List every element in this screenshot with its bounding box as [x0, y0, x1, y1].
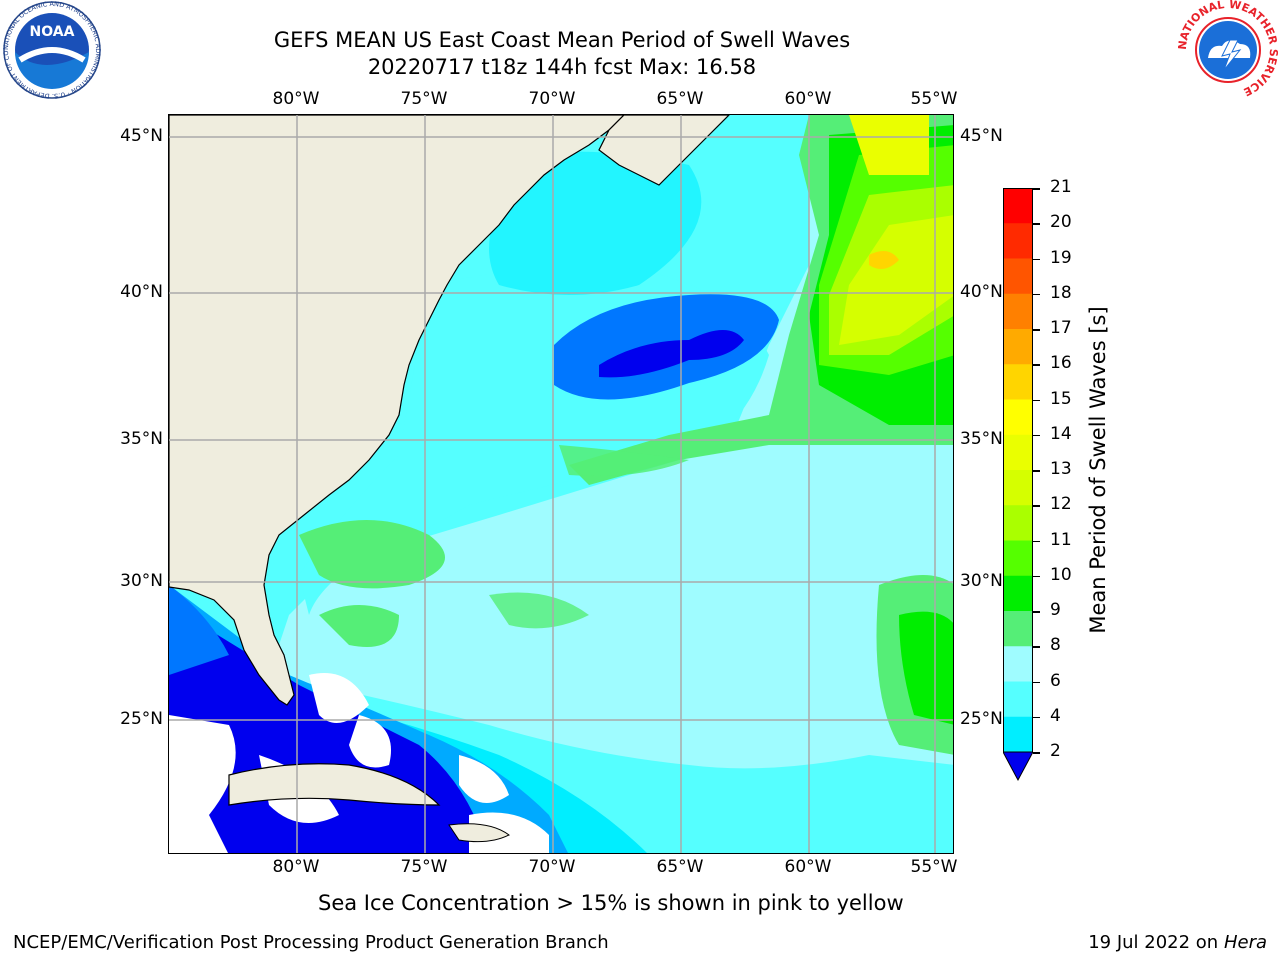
colorbar-segment	[1003, 258, 1033, 295]
colorbar-tick-mark	[1033, 646, 1040, 648]
lon-label-bottom: 75°W	[400, 857, 448, 877]
colorbar-tick-mark	[1033, 575, 1040, 578]
colorbar-extend-arrow	[1003, 751, 1033, 782]
colorbar-tick-mark	[1033, 540, 1040, 542]
colorbar-tick-label: 9	[1050, 600, 1061, 620]
lat-label-right: 30°N	[960, 571, 1003, 591]
colorbar-segment	[1003, 223, 1033, 259]
colorbar-segment	[1003, 646, 1033, 682]
colorbar-segment	[1003, 329, 1033, 365]
lon-label-top: 60°W	[784, 89, 832, 109]
colorbar-segment	[1003, 611, 1033, 647]
lon-label-bottom: 60°W	[784, 857, 832, 877]
swell-period-map	[168, 114, 954, 854]
colorbar-segment	[1003, 716, 1033, 753]
colorbar-tick-label: 17	[1050, 318, 1072, 338]
us-east-coast	[169, 115, 625, 706]
colorbar-segment	[1003, 434, 1033, 471]
lat-label-left: 40°N	[120, 282, 163, 302]
lon-label-top: 75°W	[400, 89, 448, 109]
colorbar-tick-mark	[1033, 505, 1040, 507]
lon-label-top: 65°W	[656, 89, 704, 109]
lat-label-left: 45°N	[120, 126, 163, 146]
lat-label-left: 35°N	[120, 429, 163, 449]
colorbar-tick-mark	[1033, 329, 1040, 331]
graticule	[169, 115, 953, 853]
colorbar-tick-mark	[1033, 258, 1040, 260]
colorbar-tick-label: 12	[1050, 494, 1072, 515]
colorbar	[1003, 188, 1033, 782]
colorbar-tick-mark	[1033, 223, 1040, 225]
sea-ice-note: Sea Ice Concentration > 15% is shown in …	[318, 891, 904, 915]
swell-14s	[849, 115, 929, 175]
nws-logo: NATIONAL WEATHER SERVICE	[1176, 0, 1280, 100]
lon-label-top: 70°W	[528, 89, 576, 109]
lon-label-bottom: 55°W	[910, 857, 958, 877]
colorbar-tick-label: 10	[1050, 564, 1072, 585]
colorbar-segment	[1003, 399, 1033, 436]
colorbar-tick-mark	[1033, 611, 1040, 613]
lon-label-top: 55°W	[910, 89, 958, 109]
lat-label-left: 25°N	[120, 709, 163, 729]
footer-date: 19 Jul 2022 on Hera	[1088, 932, 1267, 953]
cuba	[228, 763, 441, 806]
noaa-text: NOAA	[30, 24, 75, 40]
lat-label-right: 45°N	[960, 126, 1003, 146]
colorbar-tick-label: 14	[1050, 423, 1072, 444]
colorbar-segment	[1003, 540, 1033, 577]
colorbar-segment	[1003, 188, 1033, 224]
colorbar-tick-label: 20	[1050, 212, 1072, 233]
colorbar-tick-mark	[1033, 752, 1040, 754]
lon-label-top: 80°W	[272, 89, 320, 109]
colorbar-tick-label: 18	[1050, 282, 1072, 303]
lat-label-right: 35°N	[960, 429, 1003, 449]
lat-label-left: 30°N	[120, 571, 163, 591]
map-canvas	[169, 115, 953, 853]
colorbar-tick-label: 19	[1050, 247, 1072, 268]
lat-label-right: 25°N	[960, 709, 1003, 729]
footer-host: Hera	[1223, 932, 1267, 953]
colorbar-tick-mark	[1033, 716, 1040, 719]
colorbar-tick-mark	[1033, 364, 1040, 366]
colorbar-segment	[1003, 293, 1033, 330]
colorbar-tick-label: 6	[1050, 670, 1061, 691]
colorbar-tick-label: 11	[1050, 529, 1072, 550]
colorbar-tick-mark	[1033, 293, 1040, 296]
lon-label-bottom: 65°W	[656, 857, 704, 877]
lon-label-bottom: 70°W	[528, 857, 576, 877]
colorbar-segment	[1003, 681, 1033, 718]
colorbar-tick-mark	[1033, 470, 1040, 472]
footer-date-text: 19 Jul 2022 on	[1088, 932, 1224, 953]
colorbar-tick-label: 4	[1050, 705, 1061, 726]
noaa-logo: NATIONAL OCEANIC AND ATMOSPHERIC ADMINIS…	[0, 0, 102, 100]
colorbar-tick-mark	[1033, 188, 1040, 190]
colorbar-tick-mark	[1033, 681, 1040, 683]
masked-area	[169, 715, 236, 815]
colorbar-tick-label: 21	[1050, 177, 1072, 197]
colorbar-tick-label: 16	[1050, 353, 1072, 374]
lon-label-bottom: 80°W	[272, 857, 320, 877]
lat-label-right: 40°N	[960, 282, 1003, 302]
colorbar-segment	[1003, 575, 1033, 612]
chart-title: GEFS MEAN US East Coast Mean Period of S…	[273, 28, 851, 52]
footer-credit: NCEP/EMC/Verification Post Processing Pr…	[13, 932, 609, 953]
colorbar-tick-label: 2	[1050, 741, 1061, 761]
colorbar-segment	[1003, 470, 1033, 506]
colorbar-tick-label: 13	[1050, 459, 1072, 479]
colorbar-segment	[1003, 505, 1033, 541]
colorbar-tick-mark	[1033, 399, 1040, 401]
colorbar-tick-label: 15	[1050, 388, 1072, 409]
nova-scotia	[598, 115, 730, 186]
colorbar-title: Mean Period of Swell Waves [s]	[1086, 306, 1110, 634]
colorbar-tick-label: 8	[1050, 635, 1061, 656]
colorbar-segment	[1003, 364, 1033, 400]
colorbar-tick-mark	[1033, 434, 1040, 437]
chart-subtitle: 20220717 t18z 144h fcst Max: 16.58	[367, 55, 757, 79]
hispaniola	[448, 823, 510, 843]
